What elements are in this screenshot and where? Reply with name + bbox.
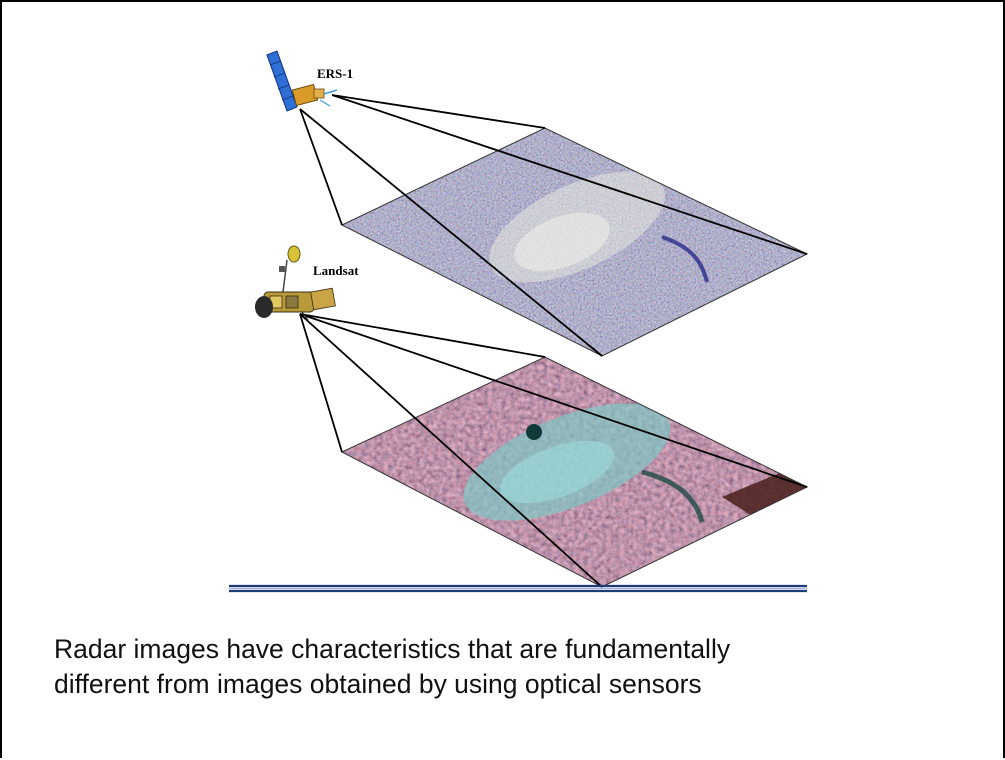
radar-image-scene bbox=[340, 127, 809, 357]
landsat-satellite-icon bbox=[255, 245, 336, 321]
ers1-satellite-icon bbox=[266, 50, 338, 112]
landsat-projection-lines bbox=[299, 313, 808, 588]
ers1-label: ERS-1 bbox=[317, 66, 353, 81]
caption: Radar images have characteristics that a… bbox=[54, 632, 974, 702]
landsat-label: Landsat bbox=[313, 263, 359, 278]
caption-line-2: different from images obtained by using … bbox=[54, 669, 702, 699]
optical-image-scene bbox=[340, 356, 809, 588]
separator-line bbox=[229, 584, 807, 593]
ers1-projection-lines bbox=[299, 94, 808, 357]
caption-line-1: Radar images have characteristics that a… bbox=[54, 634, 731, 664]
